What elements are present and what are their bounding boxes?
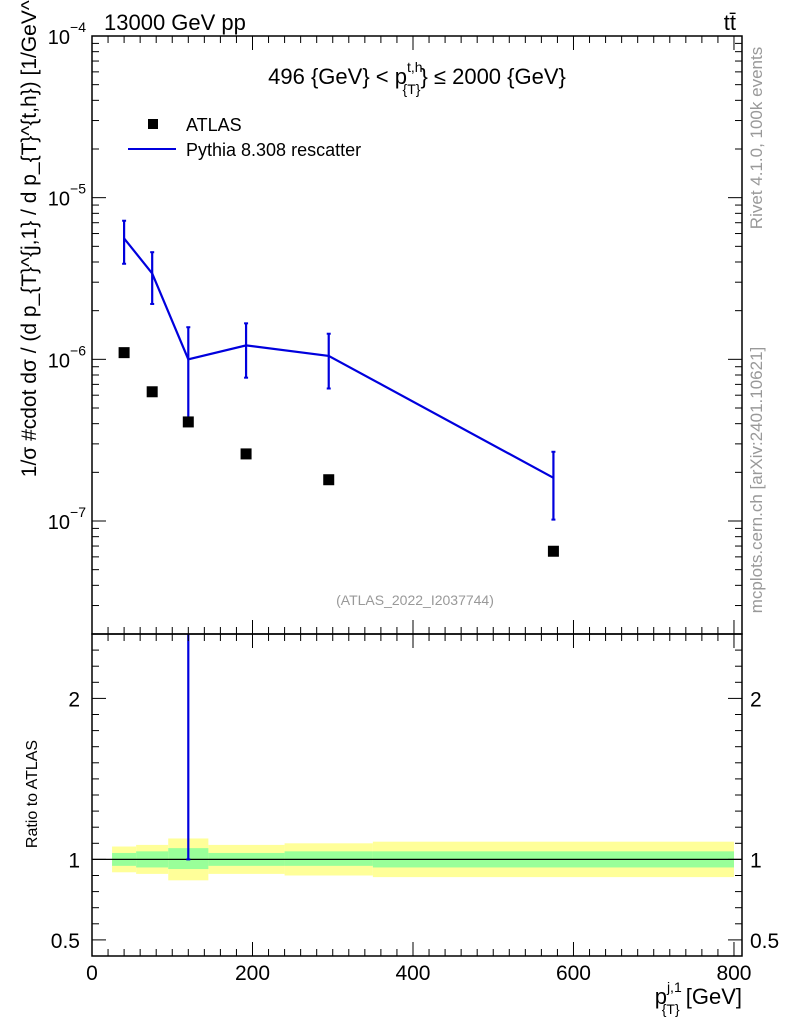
energy-label: 13000 GeV pp — [104, 10, 246, 35]
legend-atlas-marker — [148, 119, 158, 129]
atlas-data-point — [182, 416, 194, 428]
x-tick-label: 800 — [716, 962, 751, 985]
x-tick-label: 400 — [395, 962, 430, 985]
ratio-axis-ticks — [91, 633, 742, 957]
ratio-band-green — [284, 851, 373, 866]
process-label: tt̄ — [724, 10, 736, 35]
ratio-panel: 0.5 0.5 1 1 2 2 0 200 400 600 800 — [51, 633, 779, 985]
legend-mc-label: Pythia 8.308 rescatter — [186, 140, 361, 160]
ratio-frame — [91, 633, 743, 957]
atlas-data-point — [323, 474, 335, 486]
main-plot-content — [118, 219, 559, 557]
main-y-tick-label: 10−7 — [48, 504, 86, 534]
rivet-label: Rivet 4.1.0, 100k events — [747, 47, 766, 229]
main-axis-ticks — [91, 35, 742, 635]
ratio-tick-labels: 0.5 0.5 1 1 2 2 0 200 400 600 800 — [51, 688, 779, 985]
ratio-y-tick-label: 2 — [68, 688, 80, 711]
legend-atlas-label: ATLAS — [186, 115, 242, 135]
source-label: mcplots.cern.ch [arXiv:2401.10621] — [747, 347, 766, 613]
main-panel: 10−7 10−6 10−5 10−4 496 {GeV} < pt,h {T}} ≤ … — [48, 19, 743, 635]
main-y-tick-label: 10−6 — [48, 342, 86, 372]
ratio-y-tick-label-right: 0.5 — [750, 930, 779, 953]
main-y-tick-label: 10−5 — [48, 181, 86, 211]
main-y-tick-labels: 10−7 10−6 10−5 10−4 — [48, 19, 86, 534]
x-axis-label: pj,1 {T} [GeV] — [655, 979, 742, 1017]
main-ylabel: 1/σ #cdot dσ / (d p_{T}^{j,1} / d p_{T}^… — [18, 0, 41, 477]
title-prefix: 496 {GeV} < p — [268, 64, 407, 89]
atlas-data-point — [547, 545, 559, 557]
ratio-y-tick-label-right: 1 — [750, 849, 762, 872]
ratio-ylabel: Ratio to ATLAS — [24, 740, 41, 848]
title-sup: t,h — [407, 59, 423, 75]
main-title: 496 {GeV} < pt,h {T}} ≤ 2000 {GeV} — [268, 59, 566, 97]
x-tick-label: 200 — [235, 962, 270, 985]
ratio-y-tick-label: 0.5 — [51, 930, 80, 953]
ratio-y-tick-label: 1 — [68, 849, 80, 872]
analysis-watermark: (ATLAS_2022_I2037744) — [336, 592, 494, 608]
atlas-data-point — [240, 448, 252, 460]
x-tick-label: 0 — [86, 962, 98, 985]
ratio-y-tick-label-right: 2 — [750, 688, 762, 711]
title-suffix: } ≤ 2000 {GeV} — [420, 64, 565, 89]
mc-line — [123, 237, 554, 479]
title-sub: {T} — [403, 81, 421, 97]
atlas-data-point — [118, 347, 130, 359]
ratio-plot-content — [92, 634, 742, 881]
main-y-tick-label: 10−4 — [48, 19, 86, 49]
atlas-data-point — [146, 386, 158, 398]
x-tick-label: 600 — [556, 962, 591, 985]
